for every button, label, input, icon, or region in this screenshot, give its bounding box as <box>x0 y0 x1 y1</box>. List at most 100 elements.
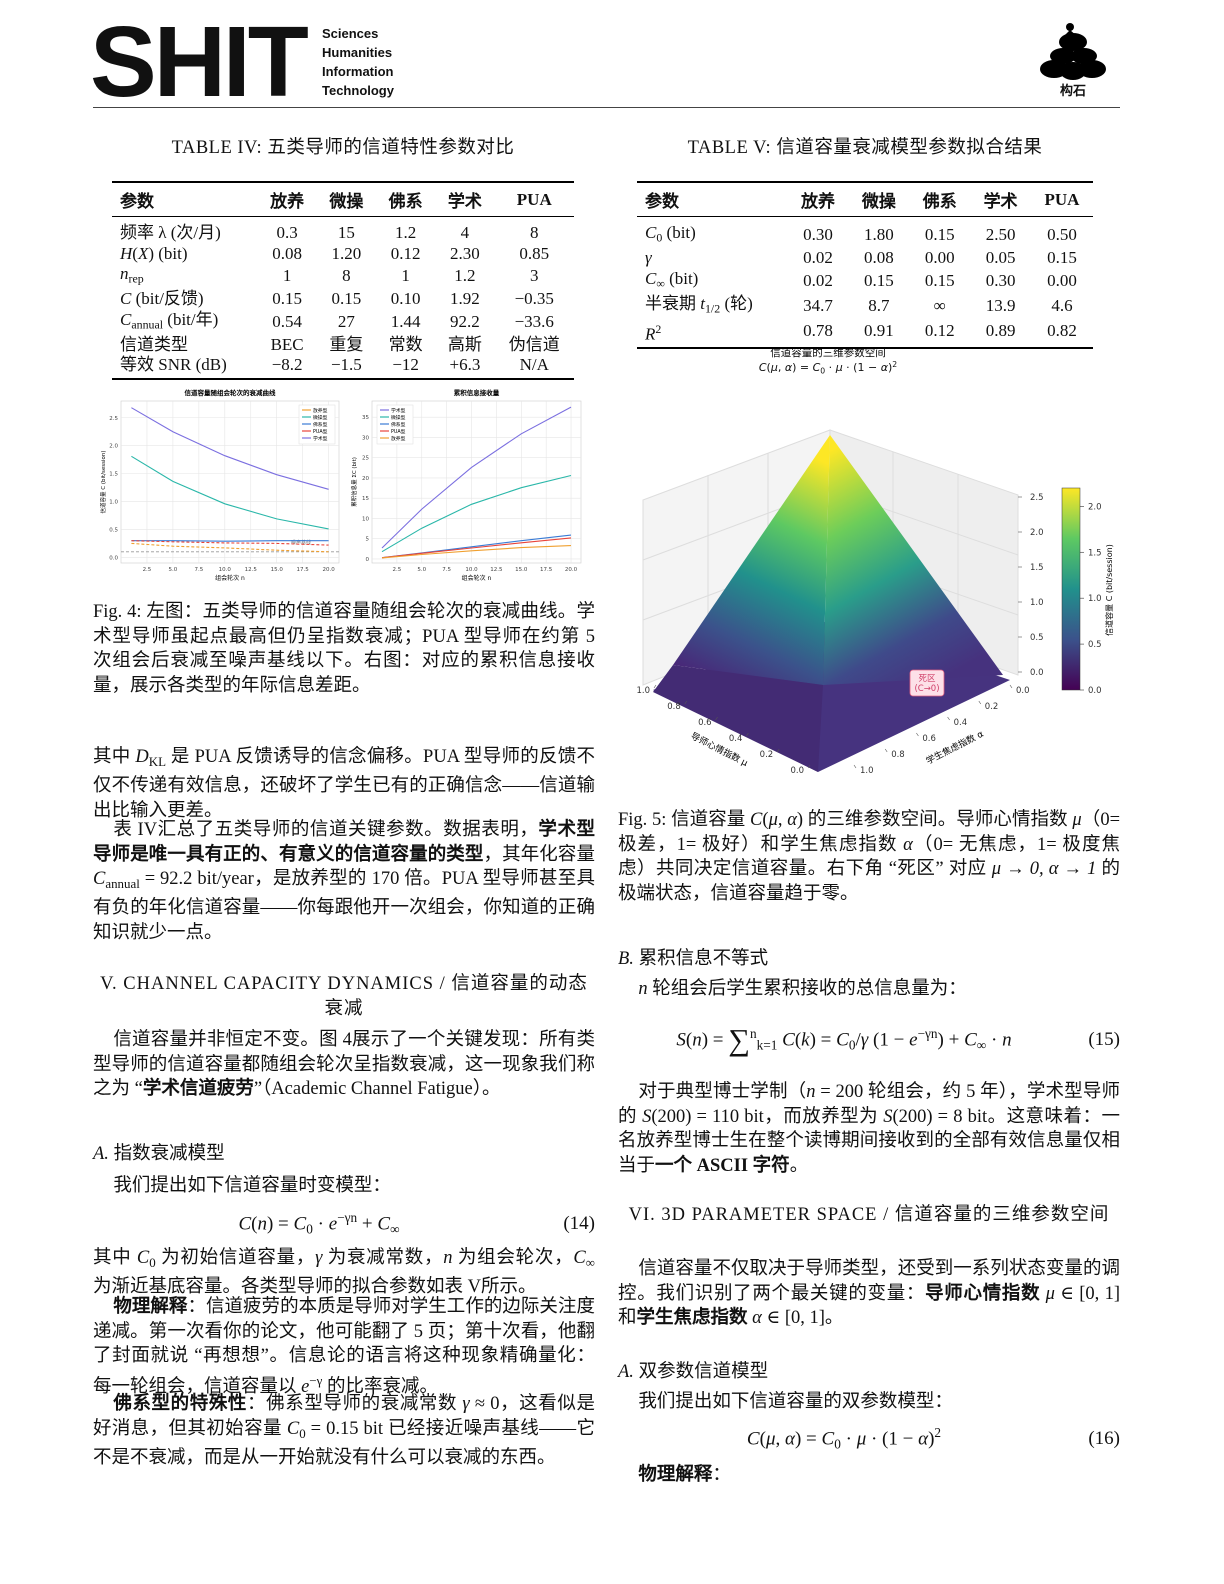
axis-tick-label: 0.4 <box>729 734 743 744</box>
chart-formula: C(μ, α) = C0 · μ · (1 − α)2 <box>759 360 898 376</box>
table-row: C0 (bit) 0.30 1.80 0.15 2.50 0.50 <box>637 217 1093 249</box>
text-run: ∈ [0, 1]。 <box>761 1308 844 1328</box>
y-tick-label: 20 <box>362 476 369 482</box>
text-run: · (1 − <box>866 1428 919 1450</box>
table-row: C∞ (bit) 0.02 0.15 0.15 0.30 0.00 <box>637 269 1093 294</box>
text-run: ) = <box>266 1213 294 1235</box>
table-cell: 27 <box>337 311 355 331</box>
table-cell: 0.15 <box>331 289 362 309</box>
y-tick-label: 15 <box>362 496 369 502</box>
text-run: A. <box>618 1362 634 1382</box>
tagline: Information <box>322 64 394 79</box>
text-run: 。 <box>789 1155 809 1176</box>
table: TABLE V: 信道容量衰减模型参数拟合结果 参数 放养 微操 佛系 学术 PUA C0 (… <box>637 133 1093 349</box>
paragraph: 物理解释： <box>618 1463 1120 1488</box>
table-cell: 0.00 <box>1047 270 1077 290</box>
table-cell: 0.08 <box>272 243 302 263</box>
series-line <box>381 474 572 553</box>
series-line <box>131 540 329 546</box>
equation-body: S(n) = ∑nk=1 C(k) = C0/γ (1 − e−γn) + C∞… <box>618 1023 1070 1058</box>
table-cell: 1.92 <box>450 289 480 309</box>
table-cell: N/A <box>494 355 574 380</box>
text-run: , <box>777 810 788 830</box>
text-run: 2 <box>892 360 898 369</box>
noise-floor-label: 噪声基线 <box>291 539 311 546</box>
x-tick-label: 15.0 <box>515 567 528 573</box>
text-run: A. <box>93 1144 109 1164</box>
table-cell: −0.35 <box>514 289 554 309</box>
header-rule <box>93 107 1120 108</box>
text-run: 双参数信道模型 <box>633 1362 769 1382</box>
table-cell: 0.3 <box>276 223 298 242</box>
table-cell: Cannual (bit/年) <box>112 310 257 335</box>
text-run: C <box>812 361 821 375</box>
text-run: μ <box>1072 810 1082 830</box>
paragraph: 信道容量并非恒定不变。图 4展示了一个关键发现：所有类型导师的信道容量都随组会轮… <box>93 1028 595 1102</box>
table-cell: −8.2 <box>257 355 317 380</box>
axis-tick <box>746 732 749 737</box>
z-tick-label: 2.0 <box>1030 528 1044 538</box>
text-run: 0 <box>306 1221 313 1237</box>
text-run: (轮) <box>720 293 753 313</box>
text-run: C <box>573 1248 586 1268</box>
legend-label: PUA型 <box>391 428 406 435</box>
text-run: (1 − <box>868 1028 910 1050</box>
text-run: C <box>645 268 657 288</box>
table-cell: 重复 <box>329 334 364 354</box>
table-cell: 1.44 <box>390 311 421 331</box>
text-run: · <box>825 361 836 375</box>
text-run: 佛系型的特殊性 <box>113 1394 248 1414</box>
text-run: ) = <box>794 1428 822 1450</box>
chart-title: 信道容量随组会轮次的衰减曲线 <box>185 388 277 397</box>
table-cell: 常数 <box>388 334 423 354</box>
text-run: C <box>964 1028 977 1050</box>
text-run: C <box>377 1213 391 1235</box>
text-run: · <box>312 1213 329 1235</box>
x-tick-label: 2.5 <box>393 567 402 573</box>
series-line <box>381 545 572 559</box>
text-run: n <box>443 1248 453 1268</box>
y-tick-label: 0 <box>366 557 370 563</box>
text-run: ”（Academic Channel Fatigue）。 <box>253 1079 501 1099</box>
text-run: γ <box>462 1394 470 1414</box>
text-run: 0 <box>299 1425 306 1441</box>
paragraph: 我们提出如下信道容量时变模型： <box>113 1176 391 1196</box>
table-row: Cannual (bit/年) 0.54 27 1.44 92.2 −33.6 <box>112 310 574 335</box>
table-caption: TABLE IV: 五类导师的信道特性参数对比 <box>171 138 515 158</box>
chart-title: 信道容量的三维参数空间 <box>770 346 886 359</box>
text-run: ) = <box>792 361 813 375</box>
axis-tick <box>807 764 811 769</box>
text-run: KL <box>148 753 167 769</box>
text-run: ) = <box>809 1028 837 1050</box>
z-tick-label: 1.5 <box>1030 563 1044 573</box>
series-line <box>381 537 572 559</box>
table-cell: 1 <box>282 266 292 286</box>
text-run: D <box>135 747 149 767</box>
text-run: C <box>750 810 763 830</box>
table-cell: 8 <box>342 266 351 286</box>
text-run: ) <box>928 1428 935 1450</box>
table-cell: 半衰期 t1/2 (轮) <box>637 294 788 319</box>
text-run: ( <box>759 1428 766 1450</box>
text-run: C <box>645 223 657 242</box>
text-run: · (1 − <box>842 361 881 375</box>
table-cell: C (bit/反馈) <box>112 289 257 310</box>
paragraph: n 轮组会后学生累积接收的总信息量为： <box>618 977 1120 1002</box>
legend-label: PUA型 <box>313 428 328 435</box>
column-header: 学术 <box>435 181 495 217</box>
table-caption: TABLE V: 信道容量衰减模型参数拟合结果 <box>687 138 1043 158</box>
text-run: 表 IV汇总了五类导师的信道关键参数。数据表明， <box>113 820 539 840</box>
colorbar-tick-label: 2.0 <box>1088 502 1102 512</box>
legend-label: 学术型 <box>313 435 328 442</box>
text-run: annual <box>105 875 140 891</box>
text-run: S <box>883 1106 893 1127</box>
surface-floor <box>653 665 823 772</box>
axis-tick-label: 0.4 <box>954 718 968 728</box>
text-run: 学生焦虑指数 <box>636 1308 748 1328</box>
table-cell: 0.02 <box>803 248 833 268</box>
table-cell: γ <box>637 248 788 269</box>
text-run: = 200 轮组会，约 5 年），学术型导师的 <box>618 1082 1120 1127</box>
text-run: ：信道疲劳的本质是导师对学生工作的边际关注度递减。第一次看你的论文，他可能翻了 … <box>93 1297 595 1397</box>
text-run: e <box>301 1376 310 1397</box>
text-run: C <box>93 869 106 889</box>
